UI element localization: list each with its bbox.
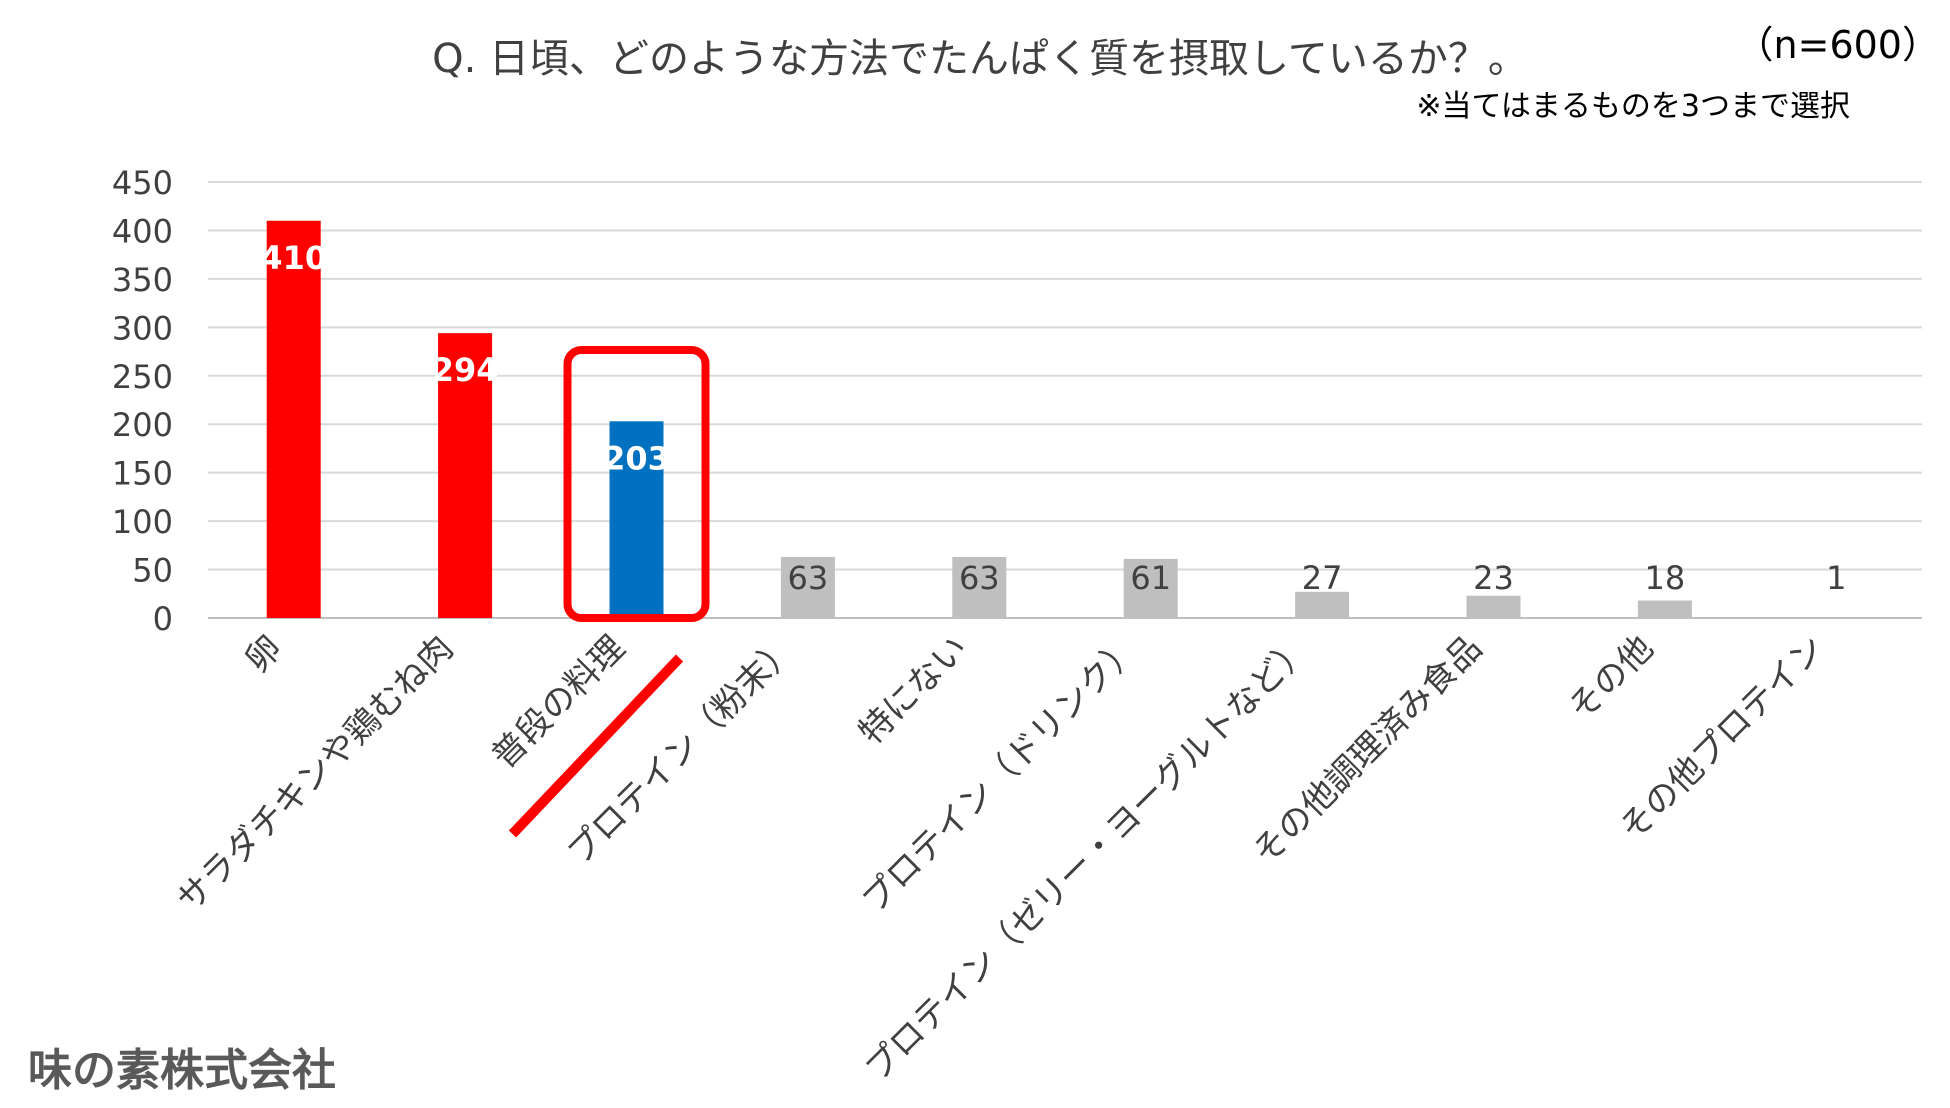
highlight-box bbox=[563, 346, 710, 622]
data-label: 61 bbox=[1130, 559, 1171, 597]
x-tick-label: その他 bbox=[1561, 628, 1661, 728]
y-tick-label: 200 bbox=[112, 406, 173, 444]
bar bbox=[609, 421, 664, 618]
data-labels: 410 294 203 63 63 61 27 23 18 1 bbox=[260, 239, 1846, 597]
data-label: 23 bbox=[1473, 559, 1514, 597]
y-tick-label: 50 bbox=[132, 552, 173, 590]
data-label: 1 bbox=[1826, 559, 1846, 597]
bar bbox=[1637, 600, 1692, 618]
data-label: 27 bbox=[1302, 559, 1343, 597]
y-tick-label: 400 bbox=[112, 212, 173, 250]
chart-title: Q. 日頃、どのような方法でたんぱく質を摂取しているか？。 bbox=[432, 36, 1528, 82]
data-label: 203 bbox=[603, 439, 670, 477]
data-label: 294 bbox=[432, 351, 499, 389]
y-tick-label: 250 bbox=[112, 358, 173, 396]
y-tick-label: 450 bbox=[112, 164, 173, 202]
x-tick-label: 特にない bbox=[851, 628, 975, 752]
y-tick-label: 350 bbox=[112, 261, 173, 299]
y-axis-ticks: 0 50 100 150 200 250 300 350 400 450 bbox=[112, 164, 173, 638]
x-tick-label: 卵 bbox=[238, 628, 290, 680]
bar bbox=[438, 333, 493, 618]
bar bbox=[1295, 591, 1350, 618]
data-label: 18 bbox=[1645, 559, 1686, 597]
highlight-annotation bbox=[508, 346, 710, 838]
bar bbox=[266, 220, 321, 618]
sample-size-note: （n=600） bbox=[1736, 23, 1940, 67]
data-label: 410 bbox=[260, 239, 327, 277]
highlight-underline bbox=[508, 654, 684, 838]
x-tick-label: プロテイン（ドリンク） bbox=[854, 628, 1147, 921]
bar bbox=[780, 556, 835, 618]
y-tick-label: 100 bbox=[112, 503, 173, 541]
y-tick-label: 150 bbox=[112, 455, 173, 493]
y-tick-label: 0 bbox=[153, 600, 173, 638]
chart-subtitle: ※当てはまるものを3つまで選択 bbox=[1416, 89, 1850, 124]
bar bbox=[1123, 558, 1178, 618]
data-label: 63 bbox=[788, 559, 829, 597]
company-name: 味の素株式会社 bbox=[28, 1045, 336, 1096]
y-tick-label: 300 bbox=[112, 309, 173, 347]
x-tick-label: サラダチキンや鶏むね肉 bbox=[169, 628, 461, 920]
gridlines bbox=[208, 181, 1922, 619]
bars bbox=[266, 220, 1864, 619]
x-tick-label: 普段の料理 bbox=[484, 628, 632, 776]
data-label: 63 bbox=[959, 559, 1000, 597]
bar bbox=[1466, 595, 1521, 618]
bar bbox=[1809, 617, 1864, 619]
bar bbox=[952, 556, 1007, 618]
